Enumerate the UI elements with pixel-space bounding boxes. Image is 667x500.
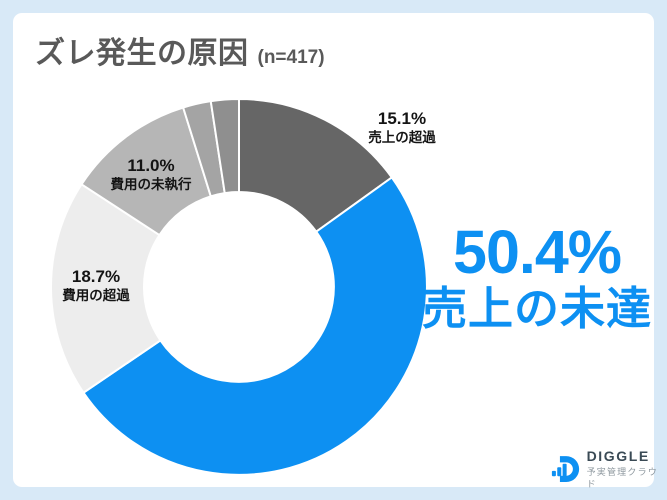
highlight-callout-sales-shortfall: 50.4% 売上の未達 — [417, 220, 657, 334]
label-expense-unexecuted-name: 費用の未執行 — [110, 177, 192, 192]
label-sales-excess-pct: 15.1% — [377, 109, 427, 128]
chart-title-row: ズレ発生の原因 (n=417) — [35, 28, 325, 72]
label-expense-excess-name: 費用の超過 — [62, 288, 130, 303]
diggle-logo-icon — [551, 456, 580, 483]
label-sales-excess-name: 売上の超過 — [368, 130, 436, 145]
label-expense-excess-pct: 18.7% — [71, 267, 121, 286]
highlight-name: 売上の未達 — [421, 283, 652, 334]
label-expense-unexecuted-pct: 11.0% — [127, 156, 175, 175]
logo-text: DIGGLE 予実管理クラウド — [587, 449, 667, 490]
chart-title: ズレ発生の原因 — [35, 37, 249, 70]
donut-slice-費用の超過 — [50, 183, 162, 394]
label-sales-excess: 15.1% 売上の超過 — [337, 108, 467, 146]
donut-slice-売上の未達 — [82, 176, 428, 476]
label-expense-unexecuted: 11.0% 費用の未執行 — [86, 155, 216, 193]
logo-tagline: 予実管理クラウド — [586, 467, 658, 489]
donut-slice-unlabeled-5 — [209, 97, 240, 195]
sample-size: (n=417) — [257, 47, 325, 68]
logo-brand: DIGGLE — [586, 448, 650, 464]
diggle-logo: DIGGLE 予実管理クラウド — [551, 449, 667, 490]
highlight-pct: 50.4% — [453, 218, 622, 286]
label-expense-excess: 18.7% 費用の超過 — [31, 266, 161, 304]
